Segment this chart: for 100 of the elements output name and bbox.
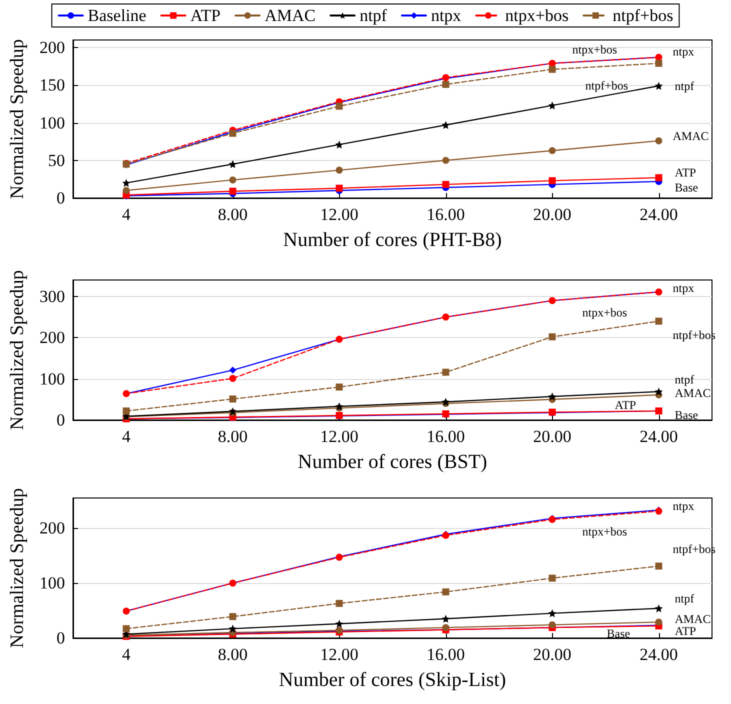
- x-axis-title: Number of cores (Skip-List): [278, 669, 506, 691]
- annotation: Base: [606, 626, 630, 640]
- point: [122, 178, 130, 187]
- point: [228, 624, 237, 633]
- legend-label: ntpx+bos: [505, 6, 569, 25]
- point: [548, 621, 556, 628]
- x-tick-label: 12.00: [320, 427, 358, 446]
- x-tick-label: 12.00: [320, 645, 358, 664]
- x-tick-label: 16.00: [426, 427, 465, 446]
- x-tick-label: 4: [122, 645, 131, 664]
- x-tick-label: 8.00: [218, 427, 248, 446]
- legend-label: AMAC: [264, 6, 316, 25]
- point: [122, 625, 130, 632]
- point: [336, 600, 343, 607]
- point: [548, 609, 556, 618]
- point: [654, 388, 663, 396]
- annotation: ntpf: [674, 591, 694, 606]
- x-tick-label: 24.00: [640, 645, 678, 664]
- x-tick-label: 4: [122, 205, 131, 224]
- point: [548, 66, 556, 73]
- x-tick-label: 16.00: [426, 645, 465, 664]
- x-tick-label: 16.00: [426, 205, 465, 224]
- annotation: Base: [674, 180, 698, 194]
- annotation: ntpf+bos: [585, 78, 628, 92]
- y-axis-title: Normalized Speedup: [7, 270, 28, 430]
- point: [442, 180, 450, 188]
- point: [548, 392, 556, 401]
- point: [122, 407, 130, 414]
- y-tick-label: 200: [40, 38, 65, 58]
- annotation: AMAC: [674, 386, 711, 400]
- point: [442, 398, 450, 406]
- point: [548, 574, 556, 582]
- point: [655, 318, 662, 325]
- x-tick-label: 20.00: [533, 645, 572, 664]
- legend-label: ntpf+bos: [612, 6, 674, 25]
- y-tick-label: 200: [40, 328, 65, 348]
- point: [655, 174, 662, 182]
- annotation: ntpx: [672, 499, 694, 514]
- y-tick-label: 100: [40, 113, 65, 132]
- annotation: ntpx+bos: [582, 524, 628, 538]
- point: [442, 121, 450, 130]
- x-tick-label: 4: [122, 427, 131, 446]
- point: [655, 60, 662, 67]
- y-tick-label: 100: [40, 369, 65, 388]
- point: [229, 613, 236, 620]
- annotation: AMAC: [674, 612, 711, 626]
- point: [548, 177, 556, 184]
- point: [655, 137, 662, 144]
- annotation: ATP: [614, 398, 636, 412]
- annotation: Base: [674, 408, 698, 422]
- y-tick-label: 0: [56, 628, 65, 648]
- legend-label: ntpx: [430, 6, 462, 25]
- annotation: ntpf: [674, 78, 694, 93]
- x-tick-label: 24.00: [640, 427, 678, 446]
- annotation: ntpx+bos: [582, 306, 628, 320]
- point: [336, 102, 343, 110]
- legend-label: ATP: [190, 6, 221, 25]
- point: [336, 166, 343, 174]
- x-tick-label: 20.00: [533, 205, 572, 224]
- point: [336, 384, 343, 391]
- point: [335, 620, 344, 628]
- point: [654, 604, 663, 612]
- point: [548, 101, 556, 110]
- point: [335, 140, 344, 149]
- point: [655, 562, 662, 570]
- y-tick-label: 100: [40, 574, 65, 593]
- point: [442, 80, 450, 88]
- annotation: ntpx: [672, 44, 694, 58]
- point: [442, 368, 450, 376]
- annotation: ntpx+bos: [572, 42, 618, 56]
- annotation: ntpx: [672, 280, 694, 295]
- point: [335, 402, 344, 410]
- y-tick-label: 50: [48, 150, 65, 170]
- point: [229, 176, 236, 184]
- point: [122, 186, 130, 194]
- y-tick-label: 0: [56, 188, 65, 208]
- point: [229, 366, 236, 374]
- y-tick-label: 0: [56, 410, 65, 430]
- point: [442, 156, 450, 164]
- x-tick-label: 8.00: [218, 205, 248, 224]
- x-axis-title: Number of cores (BST): [298, 451, 488, 473]
- x-tick-label: 20.00: [533, 427, 572, 446]
- point: [654, 82, 663, 90]
- y-axis-title: Normalized Speedup: [7, 39, 28, 199]
- y-axis-title: Normalized Speedup: [7, 488, 28, 648]
- point: [548, 147, 556, 154]
- legend-label: ntpf: [360, 6, 388, 25]
- y-tick-label: 300: [40, 286, 65, 306]
- point: [442, 588, 450, 596]
- point: [655, 618, 662, 626]
- annotation: ATP: [674, 624, 696, 638]
- x-tick-label: 8.00: [218, 645, 248, 664]
- annotation: ATP: [674, 166, 696, 180]
- point: [229, 396, 236, 402]
- y-tick-label: 150: [40, 76, 65, 95]
- point: [548, 333, 556, 340]
- x-axis-title: Number of cores (PHT-B8): [283, 229, 502, 251]
- legend-label: Baseline: [88, 6, 146, 25]
- point: [228, 160, 237, 168]
- point: [229, 374, 236, 382]
